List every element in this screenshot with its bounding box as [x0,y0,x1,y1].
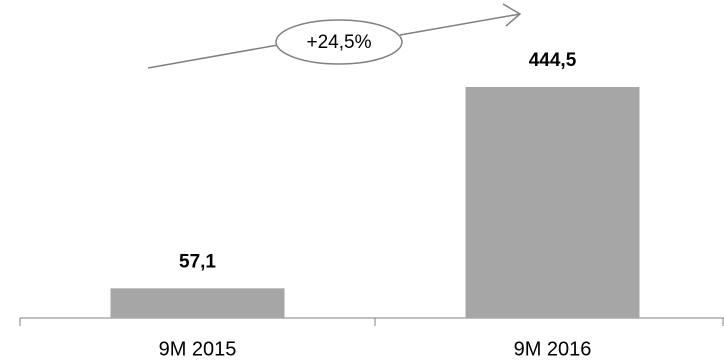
x-tick-label: 9M 2016 [514,338,592,360]
annotation: +24,5% [307,32,372,53]
bar [465,87,640,318]
value-label: 444,5 [529,50,577,71]
annotation-bubble [275,19,403,65]
trend-arrow [399,13,521,36]
bar [110,288,285,318]
arrow-head [502,3,522,27]
trend-arrow [147,44,279,69]
x-tick-label: 9M 2015 [159,338,237,360]
value-label: 57,1 [179,251,216,272]
